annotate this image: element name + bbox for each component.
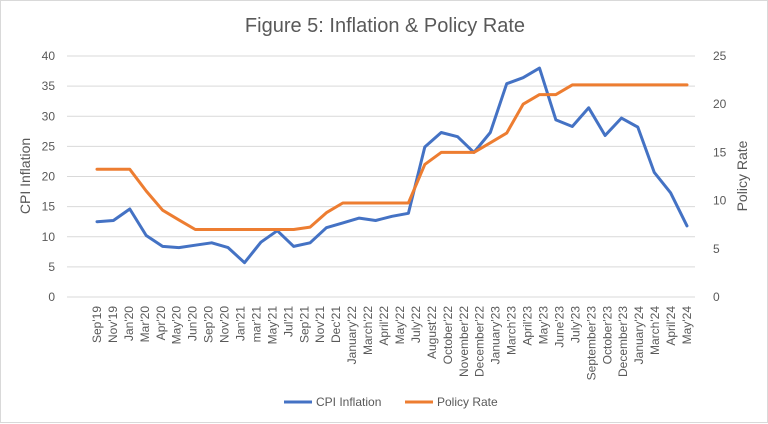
legend-label-policy: Policy Rate	[437, 395, 498, 409]
x-tick-label: Jul'21	[281, 306, 295, 337]
left-axis-ticks: 0 5 10 15 20 25 30 35 40	[42, 49, 56, 304]
x-tick-label: January'22	[345, 306, 359, 365]
x-tick-label: Jan'21	[234, 306, 248, 341]
x-tick-label: December'22	[473, 306, 487, 377]
y-axis-title: CPI Inflation	[17, 138, 33, 214]
y-tick-label: 5	[48, 260, 55, 274]
x-tick-label: June'23	[552, 306, 566, 348]
y2-tick-label: 20	[713, 97, 727, 111]
y2-tick-label: 5	[713, 242, 720, 256]
x-tick-label: Sep'20	[202, 306, 216, 343]
x-tick-label: May'21	[265, 306, 279, 345]
y-tick-label: 20	[42, 170, 56, 184]
x-tick-label: May'20	[170, 306, 184, 345]
x-tick-label: October'23	[600, 306, 614, 365]
x-tick-label: May'23	[536, 306, 550, 345]
x-tick-label: March'22	[361, 306, 375, 355]
y-tick-label: 30	[42, 109, 56, 123]
y2-tick-label: 0	[713, 290, 720, 304]
y-tick-label: 15	[42, 200, 56, 214]
series-layer	[95, 66, 689, 265]
x-tick-label: September'23	[584, 306, 598, 381]
x-tick-label: May'24	[680, 306, 694, 345]
y2-tick-label: 15	[713, 145, 727, 159]
x-tick-label: Dec'21	[329, 306, 343, 343]
x-tick-label: July'22	[409, 306, 423, 343]
x-tick-label: May'22	[393, 306, 407, 345]
y-tick-label: 25	[42, 139, 56, 153]
x-tick-label: Nov'19	[106, 306, 120, 343]
x-tick-label: April'22	[377, 306, 391, 346]
x-tick-label: January'24	[632, 306, 646, 365]
x-tick-label: Nov'21	[313, 306, 327, 343]
x-axis-ticks: Sep'19 Nov'19 Jan'20 Mar'20 Apr'20 May'20 Jun'…	[90, 306, 694, 381]
y2-tick-label: 10	[713, 194, 727, 208]
legend-label-cpi: CPI Inflation	[316, 395, 381, 409]
x-tick-label: Jan'20	[122, 306, 136, 341]
x-tick-label: April'23	[521, 306, 535, 346]
x-tick-label: March'23	[505, 306, 519, 355]
x-tick-label: Jun'20	[186, 306, 200, 341]
chart-title: Figure 5: Inflation & Policy Rate	[245, 15, 525, 37]
x-tick-label: July'23	[568, 306, 582, 343]
x-tick-label: April'24	[664, 306, 678, 346]
x-tick-label: Mar'20	[138, 306, 152, 343]
x-tick-label: Sep'19	[90, 306, 104, 343]
series-line-cpi-inflation	[95, 66, 689, 265]
x-tick-label: Sep'21	[297, 306, 311, 343]
y-tick-label: 35	[42, 79, 56, 93]
y-tick-label: 40	[42, 49, 56, 63]
y2-tick-label: 25	[713, 49, 727, 63]
x-tick-label: October'22	[441, 306, 455, 365]
x-tick-label: March'24	[648, 306, 662, 355]
gridlines	[67, 55, 695, 298]
x-tick-label: November'22	[457, 306, 471, 377]
right-axis-ticks: 0 5 10 15 20 25	[713, 49, 727, 304]
y-tick-label: 0	[48, 290, 55, 304]
y-tick-label: 10	[42, 230, 56, 244]
series-line-policy-rate	[95, 83, 689, 231]
y2-axis-title: Policy Rate	[734, 140, 750, 211]
x-tick-label: mar'21	[249, 306, 263, 343]
x-tick-label: December'23	[616, 306, 630, 377]
x-tick-label: January'23	[489, 306, 503, 365]
x-tick-label: Apr'20	[154, 306, 168, 341]
x-tick-label: Nov'20	[218, 306, 232, 343]
legend: CPI Inflation Policy Rate	[284, 395, 498, 409]
x-tick-label: August'22	[425, 306, 439, 359]
